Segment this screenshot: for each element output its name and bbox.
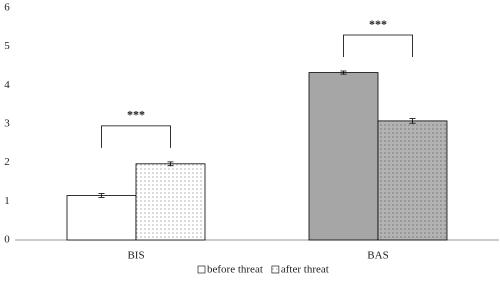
y-tick-label: 2	[4, 156, 10, 168]
bar	[135, 163, 206, 241]
legend-swatch	[271, 265, 280, 274]
annotation: ***	[127, 108, 145, 122]
legend-label: before threat	[207, 264, 263, 276]
bar	[377, 120, 448, 241]
error-bar	[167, 161, 174, 167]
legend-label: after threat	[281, 264, 329, 276]
y-tick-label: 1	[4, 195, 10, 207]
x-tick-label: BAS	[367, 250, 388, 262]
legend-swatch	[197, 265, 206, 274]
significance-bracket	[343, 34, 413, 58]
y-tick-label: 5	[4, 40, 10, 52]
bar	[308, 72, 379, 241]
error-bar	[409, 118, 416, 124]
error-bar	[98, 193, 105, 198]
y-tick-label: 3	[4, 118, 10, 130]
significance-bracket	[101, 125, 171, 148]
x-tick-label: BIS	[127, 250, 144, 262]
bar	[66, 195, 137, 241]
annotation: ***	[369, 17, 387, 31]
y-tick-label: 4	[4, 79, 10, 91]
error-bar	[340, 70, 347, 75]
y-tick-label: 6	[4, 2, 10, 14]
y-tick-label: 0	[4, 234, 10, 246]
